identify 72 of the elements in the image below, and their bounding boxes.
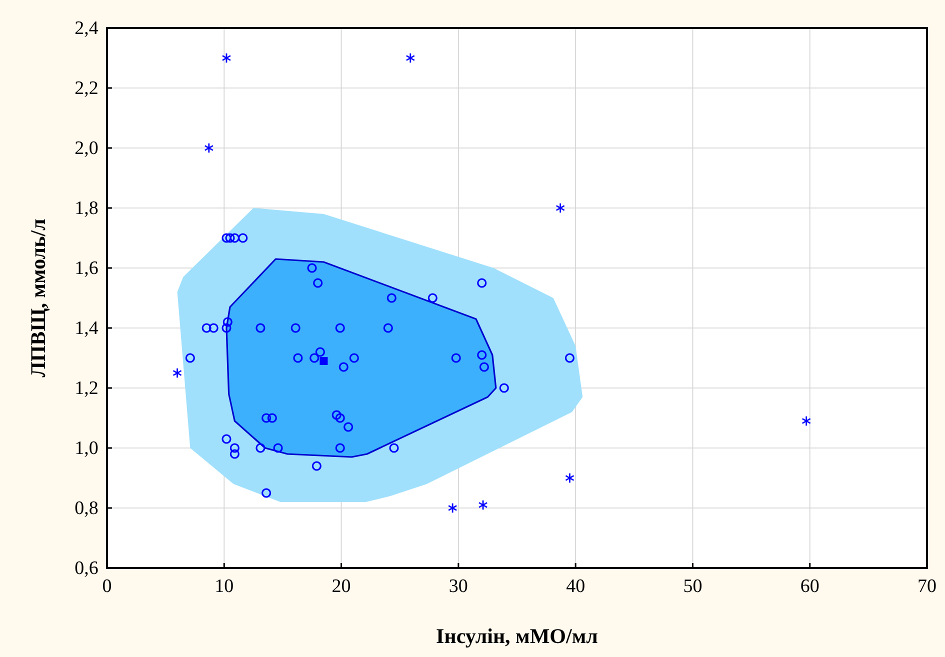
point [338,362,348,372]
point [477,278,487,288]
point [222,233,232,243]
point [202,323,212,333]
point [406,52,416,64]
point [307,263,317,273]
point [448,502,458,514]
point [222,323,232,333]
point [185,353,195,363]
point [310,353,320,363]
point [315,347,325,357]
x-tick-label: 10 [214,576,234,597]
y-tick-label: 1,2 [74,378,98,400]
point [222,434,232,444]
y-tick-label: 0,8 [74,498,98,520]
point [564,353,575,363]
point [293,353,303,363]
y-tick-label: 0,6 [74,558,98,580]
point [222,52,232,64]
y-tick-label: 1,0 [74,438,98,460]
point [335,413,345,423]
y-tick-label: 2,0 [74,138,98,160]
point [256,443,266,453]
point [230,449,240,459]
point [451,353,461,363]
point [208,323,218,333]
point [332,410,342,420]
point [320,357,328,365]
point [204,142,214,154]
point [238,233,248,243]
point [479,362,489,372]
point [312,461,322,471]
point [256,323,266,333]
point [565,472,574,484]
y-tick-label: 1,6 [74,258,98,280]
y-tick-label: 1,8 [74,198,98,220]
point [477,350,487,360]
point [262,488,272,498]
y-tick-label: 1,4 [74,318,99,340]
point [230,443,240,453]
x-tick-label: 40 [566,576,586,597]
point [389,443,399,453]
x-tick-label: 70 [918,576,936,597]
point [802,416,812,426]
point [349,353,359,363]
point [335,323,345,333]
point [267,413,277,423]
point [478,500,488,510]
point [386,293,396,303]
x-axis-title: Інсулін, мМО/мл [436,624,598,648]
x-tick-label: 50 [683,576,702,597]
point [499,383,509,393]
point [225,233,235,243]
x-tick-label: 30 [448,576,468,597]
point [230,233,240,243]
point [222,317,232,327]
point [383,323,393,333]
x-tick-label: 20 [332,576,351,597]
point [344,422,354,432]
x-tick-label: 0 [102,576,112,597]
point [262,413,272,423]
point [273,443,283,453]
point [335,443,345,453]
y-tick-label: 2,4 [74,18,99,40]
y-axis-title: ЛПВЩ, ммоль/л [26,218,50,378]
point [290,323,300,333]
point [172,368,182,378]
y-tick-label: 2,2 [74,78,98,100]
x-tick-label: 60 [800,576,820,597]
point [556,202,566,214]
point [313,278,323,288]
point [428,293,438,303]
